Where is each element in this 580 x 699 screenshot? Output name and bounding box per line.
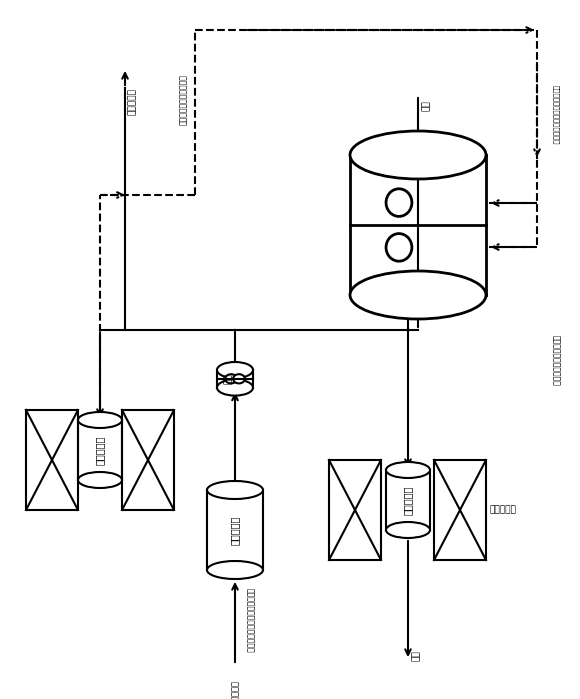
Ellipse shape <box>386 233 412 261</box>
Polygon shape <box>122 410 174 510</box>
Polygon shape <box>386 470 430 530</box>
Polygon shape <box>217 370 253 388</box>
Text: 磁分离后含砷吸附剂回流: 磁分离后含砷吸附剂回流 <box>552 335 560 385</box>
Ellipse shape <box>350 271 486 319</box>
Polygon shape <box>350 155 486 295</box>
Polygon shape <box>434 460 486 560</box>
Text: 含砷原水及铁锰复合吸附剂投加: 含砷原水及铁锰复合吸附剂投加 <box>230 680 240 699</box>
Text: 絮凝搅拌罐: 絮凝搅拌罐 <box>95 435 105 465</box>
Text: 絮凝搅拌罐: 絮凝搅拌罐 <box>403 485 413 514</box>
Polygon shape <box>329 460 381 560</box>
Text: 清水: 清水 <box>422 100 431 110</box>
Text: 处理后出水: 处理后出水 <box>128 88 137 115</box>
Ellipse shape <box>350 131 486 179</box>
Text: 污泥: 污泥 <box>412 650 421 661</box>
Ellipse shape <box>217 362 253 378</box>
Ellipse shape <box>78 412 122 428</box>
Ellipse shape <box>225 374 237 383</box>
Polygon shape <box>78 420 122 480</box>
Text: 磁分离后含砷吸附剂回流: 磁分离后含砷吸附剂回流 <box>179 75 187 125</box>
Ellipse shape <box>78 472 122 488</box>
Ellipse shape <box>207 561 263 579</box>
Text: 磁场分离器: 磁场分离器 <box>490 505 517 514</box>
Ellipse shape <box>207 481 263 499</box>
Ellipse shape <box>386 522 430 538</box>
Polygon shape <box>207 490 263 570</box>
Text: 絮凝搅拌罐: 絮凝搅拌罐 <box>230 515 240 545</box>
Ellipse shape <box>233 374 245 383</box>
Ellipse shape <box>217 380 253 396</box>
Polygon shape <box>26 410 78 510</box>
Text: 超导磁选机出口含砷吸附剂排放: 超导磁选机出口含砷吸附剂排放 <box>553 85 559 145</box>
Text: 水泵: 水泵 <box>224 373 233 384</box>
Text: 含砷原水及铁锰复合吸附剂投加: 含砷原水及铁锰复合吸附剂投加 <box>245 588 255 652</box>
Ellipse shape <box>386 462 430 478</box>
Ellipse shape <box>386 189 412 217</box>
